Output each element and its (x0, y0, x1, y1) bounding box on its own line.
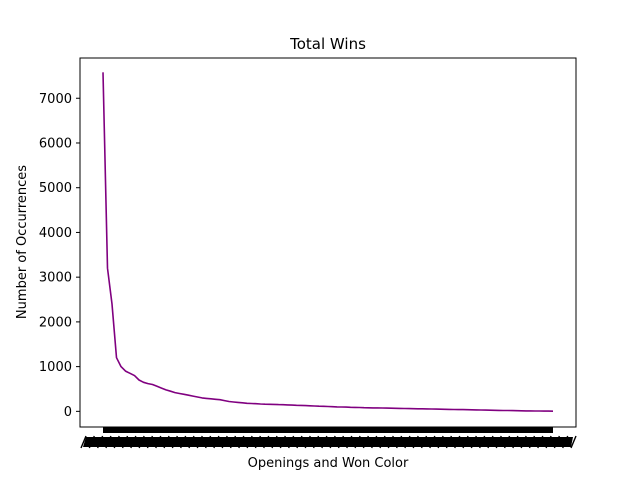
x-tick-label-fragment (105, 435, 112, 449)
y-axis-ticks: 0 1000 2000 3000 4000 5000 6000 7000 (39, 92, 80, 420)
x-tick-label-fragment (487, 435, 494, 449)
x-tick-label-fragment (196, 435, 203, 449)
x-tick-label-fragment (362, 435, 370, 449)
plot-frame (79, 57, 577, 428)
x-tick-label-fragment (296, 435, 303, 449)
x-tick-label-fragment (470, 435, 477, 449)
y-tick-label: 1000 (39, 360, 72, 375)
x-tick-label-fragment (420, 435, 428, 449)
x-tick-label-fragment (130, 435, 137, 449)
x-tick-label-fragment (371, 435, 378, 449)
x-tick-label-fragment (279, 435, 286, 449)
x-tick-label-fragment (478, 435, 486, 449)
x-tick-label-fragment (271, 435, 278, 449)
x-tick-label-fragment (321, 435, 328, 449)
x-tick-label-fragment (445, 435, 453, 449)
x-tick-label-fragment (503, 435, 511, 449)
x-tick-label-fragment (395, 435, 403, 449)
x-tick-label-fragment (246, 435, 253, 449)
series-line (102, 72, 554, 412)
x-tick-label-fragment (346, 435, 353, 449)
x-tick-label-fragment (379, 435, 386, 449)
x-tick-label-fragment (437, 435, 444, 449)
x-tick-label-fragment (454, 435, 461, 449)
x-tick-label-fragment (221, 435, 228, 449)
x-tick-label-fragment (528, 435, 536, 449)
y-tick-label: 3000 (39, 271, 72, 286)
x-tick-label-fragment (213, 435, 220, 449)
x-tick-label-fragment (312, 435, 320, 449)
y-tick-label: 5000 (39, 181, 72, 196)
x-tick-labels-band (80, 427, 577, 449)
x-tick-label-fragment (512, 435, 519, 449)
x-tick-label-fragment (545, 435, 552, 449)
x-tick-label-fragment (462, 435, 469, 449)
x-tick-label-fragment (429, 435, 436, 449)
x-tick-label-fragment (113, 435, 120, 449)
x-tick-label-fragment (263, 435, 270, 449)
x-tick-label-fragment (520, 435, 527, 449)
x-tick-label-fragment (204, 435, 212, 449)
x-tick-label-fragment (304, 435, 311, 449)
x-tick-label-fragment (188, 435, 195, 449)
x-tick-label-fragment (180, 435, 187, 449)
x-tick-label-fragment (121, 435, 129, 449)
x-tick-label-fragment (562, 435, 569, 449)
y-tick-label: 4000 (39, 226, 72, 241)
x-tick-label-fragment (537, 435, 544, 449)
x-tick-label-fragment (495, 435, 502, 449)
x-tick-label-fragment (229, 435, 237, 449)
y-tick-label: 6000 (39, 136, 72, 151)
x-tick-label-fragment (404, 435, 411, 449)
y-axis-label: Number of Occurrences (15, 165, 30, 319)
chart-title: Total Wins (289, 35, 366, 53)
x-tick-label-fragment (163, 435, 170, 449)
x-tick-label-fragment (354, 435, 361, 449)
x-tick-label-fragment (387, 435, 394, 449)
x-tick-marks-band (103, 427, 553, 433)
x-tick-label-fragment (138, 435, 145, 449)
y-tick-label: 0 (64, 405, 72, 420)
x-tick-label-fragment (412, 435, 419, 449)
x-tick-label-fragment (287, 435, 295, 449)
x-tick-label-fragment (570, 435, 577, 449)
x-tick-label-fragment (88, 435, 95, 449)
x-tick-label-fragment (155, 435, 162, 449)
y-tick-label: 7000 (39, 92, 72, 107)
x-tick-label-fragment (553, 435, 561, 449)
x-axis-label: Openings and Won Color (248, 456, 409, 471)
x-tick-label-fragment (254, 435, 262, 449)
x-tick-label-fragment (96, 435, 104, 449)
x-tick-label-fragment (329, 435, 336, 449)
x-tick-label-fragment (80, 435, 87, 449)
y-tick-label: 2000 (39, 315, 72, 330)
x-tick-label-fragment (337, 435, 345, 449)
x-tick-label-fragment (171, 435, 179, 449)
x-tick-label-fragment (238, 435, 245, 449)
x-tick-label-fragment (146, 435, 154, 449)
